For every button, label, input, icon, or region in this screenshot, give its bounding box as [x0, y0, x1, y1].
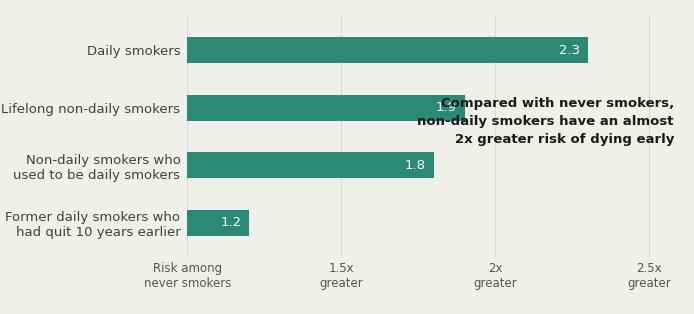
- Bar: [187, 37, 588, 63]
- Text: 1.8: 1.8: [405, 159, 426, 172]
- Bar: [187, 152, 434, 178]
- Text: 2.3: 2.3: [559, 44, 580, 57]
- Text: Compared with never smokers,
non-daily smokers have an almost
2x greater risk of: Compared with never smokers, non-daily s…: [418, 97, 674, 146]
- Text: 1.9: 1.9: [436, 101, 457, 114]
- Bar: [187, 95, 464, 121]
- Bar: [187, 210, 249, 236]
- Text: 1.2: 1.2: [220, 216, 242, 230]
